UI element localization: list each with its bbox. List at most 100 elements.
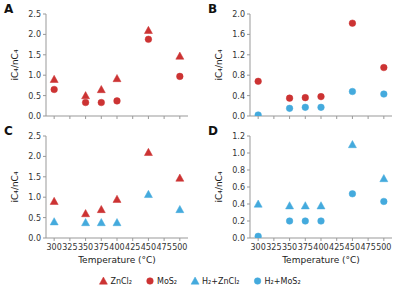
y-axis-line [46, 14, 47, 116]
x-tick-label: 350 [78, 243, 93, 252]
legend-marker [99, 277, 107, 284]
y-tick-label: 1.6 [232, 30, 245, 39]
x-tick [368, 116, 369, 119]
legend-marker [191, 277, 199, 284]
legend-label: ZnCl₂ [110, 277, 132, 286]
x-tick-label: 450 [345, 243, 360, 252]
x-tick [352, 238, 353, 241]
panel: 0.00.51.01.52.02.5iC₄/nC₄A [4, 2, 188, 121]
x-tick [273, 238, 274, 241]
y-tick [43, 75, 46, 76]
point [255, 233, 262, 238]
x-tick-label: 325 [62, 243, 77, 252]
y-tick [43, 156, 46, 157]
x-tick [85, 238, 86, 241]
point [176, 174, 184, 181]
x-tick-label: 475 [360, 243, 375, 252]
point [176, 205, 184, 212]
y-tick [247, 54, 250, 55]
point [82, 218, 90, 225]
y-tick [247, 204, 250, 205]
point [302, 104, 309, 111]
point [318, 104, 325, 111]
y-tick-label: 2.0 [232, 10, 245, 19]
x-tick [368, 238, 369, 241]
point [381, 91, 388, 98]
point [255, 78, 262, 85]
y-tick-label: 2.0 [28, 152, 41, 161]
y-tick-label: 1.0 [28, 193, 41, 202]
point [82, 92, 90, 99]
x-tick [69, 238, 70, 241]
point [145, 36, 152, 43]
point [98, 99, 105, 106]
point [176, 52, 184, 59]
x-tick [179, 116, 180, 119]
point [255, 112, 262, 116]
y-tick-label: 0.0 [28, 112, 41, 121]
point [113, 218, 121, 225]
point [113, 74, 121, 81]
y-tick [43, 116, 46, 117]
point [254, 200, 262, 207]
y-tick-label: 0.4 [232, 92, 245, 101]
point [301, 202, 309, 209]
point [348, 141, 356, 148]
x-tick-label: 450 [141, 243, 156, 252]
y-tick [247, 75, 250, 76]
x-tick [54, 238, 55, 241]
y-tick [247, 116, 250, 117]
x-tick [321, 238, 322, 241]
x-tick [289, 238, 290, 241]
y-axis-line [46, 136, 47, 238]
x-tick-label: 475 [156, 243, 171, 252]
point [82, 210, 90, 217]
legend-marker [254, 278, 261, 285]
x-tick [69, 116, 70, 119]
y-tick-label: 0.0 [232, 112, 245, 121]
legend-item: H₂+ZnCl₂ [191, 277, 240, 286]
x-tick-label: 375 [298, 243, 313, 252]
y-tick [247, 14, 250, 15]
x-tick-label: 300 [47, 243, 62, 252]
y-tick [247, 187, 250, 188]
point [82, 99, 89, 106]
point [349, 191, 356, 198]
x-tick-label: 300 [251, 243, 266, 252]
point [318, 218, 325, 225]
x-tick [258, 116, 259, 119]
point [318, 93, 325, 100]
point [302, 94, 309, 101]
marks [254, 141, 388, 239]
y-tick-label: 2.5 [28, 10, 41, 19]
x-tick [164, 238, 165, 241]
y-tick-label: 0.8 [232, 166, 245, 175]
y-axis-label: iC₄/nC₄ [10, 171, 20, 202]
point [286, 218, 293, 225]
y-tick [247, 136, 250, 137]
y-axis-label: iC₄/nC₄ [10, 49, 20, 80]
x-tick [54, 116, 55, 119]
x-tick-label: 325 [266, 243, 281, 252]
marks [255, 20, 387, 116]
point [302, 218, 309, 225]
point [113, 195, 121, 202]
y-tick [247, 221, 250, 222]
point [177, 73, 184, 80]
y-tick [43, 176, 46, 177]
x-tick [132, 116, 133, 119]
y-tick-label: 1.2 [232, 132, 245, 141]
point [286, 95, 293, 102]
marks [50, 148, 184, 225]
y-tick [247, 238, 250, 239]
panel-label: B [208, 2, 217, 16]
x-tick [305, 116, 306, 119]
y-tick [247, 95, 250, 96]
series [255, 88, 387, 116]
y-axis-label: iC₄/nC₄ [214, 171, 224, 202]
y-tick [43, 54, 46, 55]
x-tick [101, 238, 102, 241]
y-axis-line [250, 14, 251, 116]
legend-label: H₂+ZnCl₂ [202, 277, 240, 286]
panel: 3003253503754004254504755000.00.20.40.60… [208, 124, 392, 265]
